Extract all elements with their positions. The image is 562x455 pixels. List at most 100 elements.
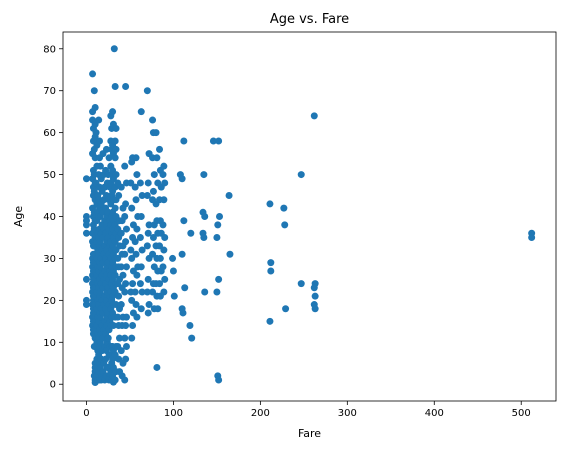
data-point [96, 162, 104, 170]
data-point [132, 154, 140, 162]
data-point [138, 288, 146, 296]
data-point [128, 254, 136, 262]
data-point [121, 213, 129, 220]
data-point [128, 334, 136, 342]
data-point [310, 284, 318, 292]
data-point [266, 317, 274, 325]
data-point [96, 137, 104, 145]
data-point [156, 254, 164, 262]
data-point [528, 233, 536, 241]
data-point [280, 204, 288, 212]
data-point [145, 301, 153, 309]
data-point [144, 179, 152, 187]
data-point [266, 200, 274, 208]
data-point [178, 250, 186, 258]
data-point [159, 171, 167, 179]
data-point [122, 280, 130, 288]
data-point [201, 288, 209, 296]
data-point [122, 263, 130, 271]
data-point [267, 259, 275, 267]
x-tick-label: 100 [164, 408, 183, 419]
data-point [154, 305, 162, 313]
x-tick-label: 0 [83, 408, 89, 419]
data-point [214, 221, 222, 229]
data-point [138, 192, 146, 200]
data-point [156, 145, 164, 153]
data-point [297, 280, 305, 288]
data-point [216, 213, 224, 220]
data-point [109, 322, 117, 330]
y-tick-label: 50 [43, 170, 56, 181]
data-point [82, 221, 90, 229]
data-point [153, 363, 161, 371]
data-point [161, 275, 169, 283]
data-point [111, 376, 119, 384]
data-point [115, 192, 123, 200]
data-point [213, 288, 221, 296]
data-point [111, 83, 119, 91]
data-point [128, 296, 136, 304]
data-point [133, 171, 141, 179]
data-point [131, 288, 139, 296]
y-tick-label: 70 [43, 86, 56, 97]
data-point [215, 137, 223, 145]
data-point [161, 179, 169, 187]
data-point [133, 313, 141, 321]
data-point [159, 221, 167, 229]
data-point [122, 313, 130, 321]
data-point [122, 83, 130, 91]
data-point [117, 347, 125, 355]
data-point [178, 305, 186, 313]
data-point [143, 87, 151, 95]
data-point [122, 200, 130, 208]
data-point [311, 305, 319, 313]
y-axis-label: Age [12, 206, 25, 228]
data-point [121, 334, 129, 342]
data-point [149, 288, 157, 296]
data-points [82, 45, 536, 387]
data-point [170, 292, 178, 300]
data-point [129, 280, 137, 288]
data-point [91, 103, 99, 111]
data-point [145, 221, 153, 229]
data-point [188, 334, 196, 342]
data-point [111, 137, 119, 145]
y-tick-label: 0 [50, 380, 56, 391]
data-point [213, 233, 221, 241]
data-point [282, 305, 290, 313]
data-point [209, 137, 217, 145]
data-point [169, 254, 177, 262]
data-point [115, 292, 123, 300]
data-point [121, 288, 129, 296]
y-tick-label: 20 [43, 296, 56, 307]
data-point [114, 280, 122, 288]
data-point [180, 217, 188, 225]
data-point [112, 145, 120, 153]
y-tick-label: 30 [43, 254, 56, 265]
data-point [143, 288, 151, 296]
data-point [137, 108, 145, 116]
data-point [122, 225, 130, 233]
y-tick-label: 80 [43, 44, 56, 55]
data-point [114, 254, 122, 262]
data-point [215, 275, 223, 283]
data-point [102, 145, 110, 153]
data-point [133, 271, 141, 279]
data-point [104, 334, 112, 342]
x-tick-label: 400 [425, 408, 444, 419]
data-point [82, 275, 90, 283]
data-point [110, 45, 118, 53]
data-point [112, 171, 120, 179]
data-point [90, 87, 98, 95]
data-point [200, 171, 208, 179]
data-point [82, 296, 90, 304]
data-point [160, 288, 168, 296]
data-point [310, 112, 318, 120]
data-point [127, 246, 135, 254]
data-point [122, 355, 130, 363]
data-point [115, 355, 123, 363]
data-point [144, 309, 152, 317]
data-point [156, 242, 164, 250]
data-point [89, 70, 97, 78]
